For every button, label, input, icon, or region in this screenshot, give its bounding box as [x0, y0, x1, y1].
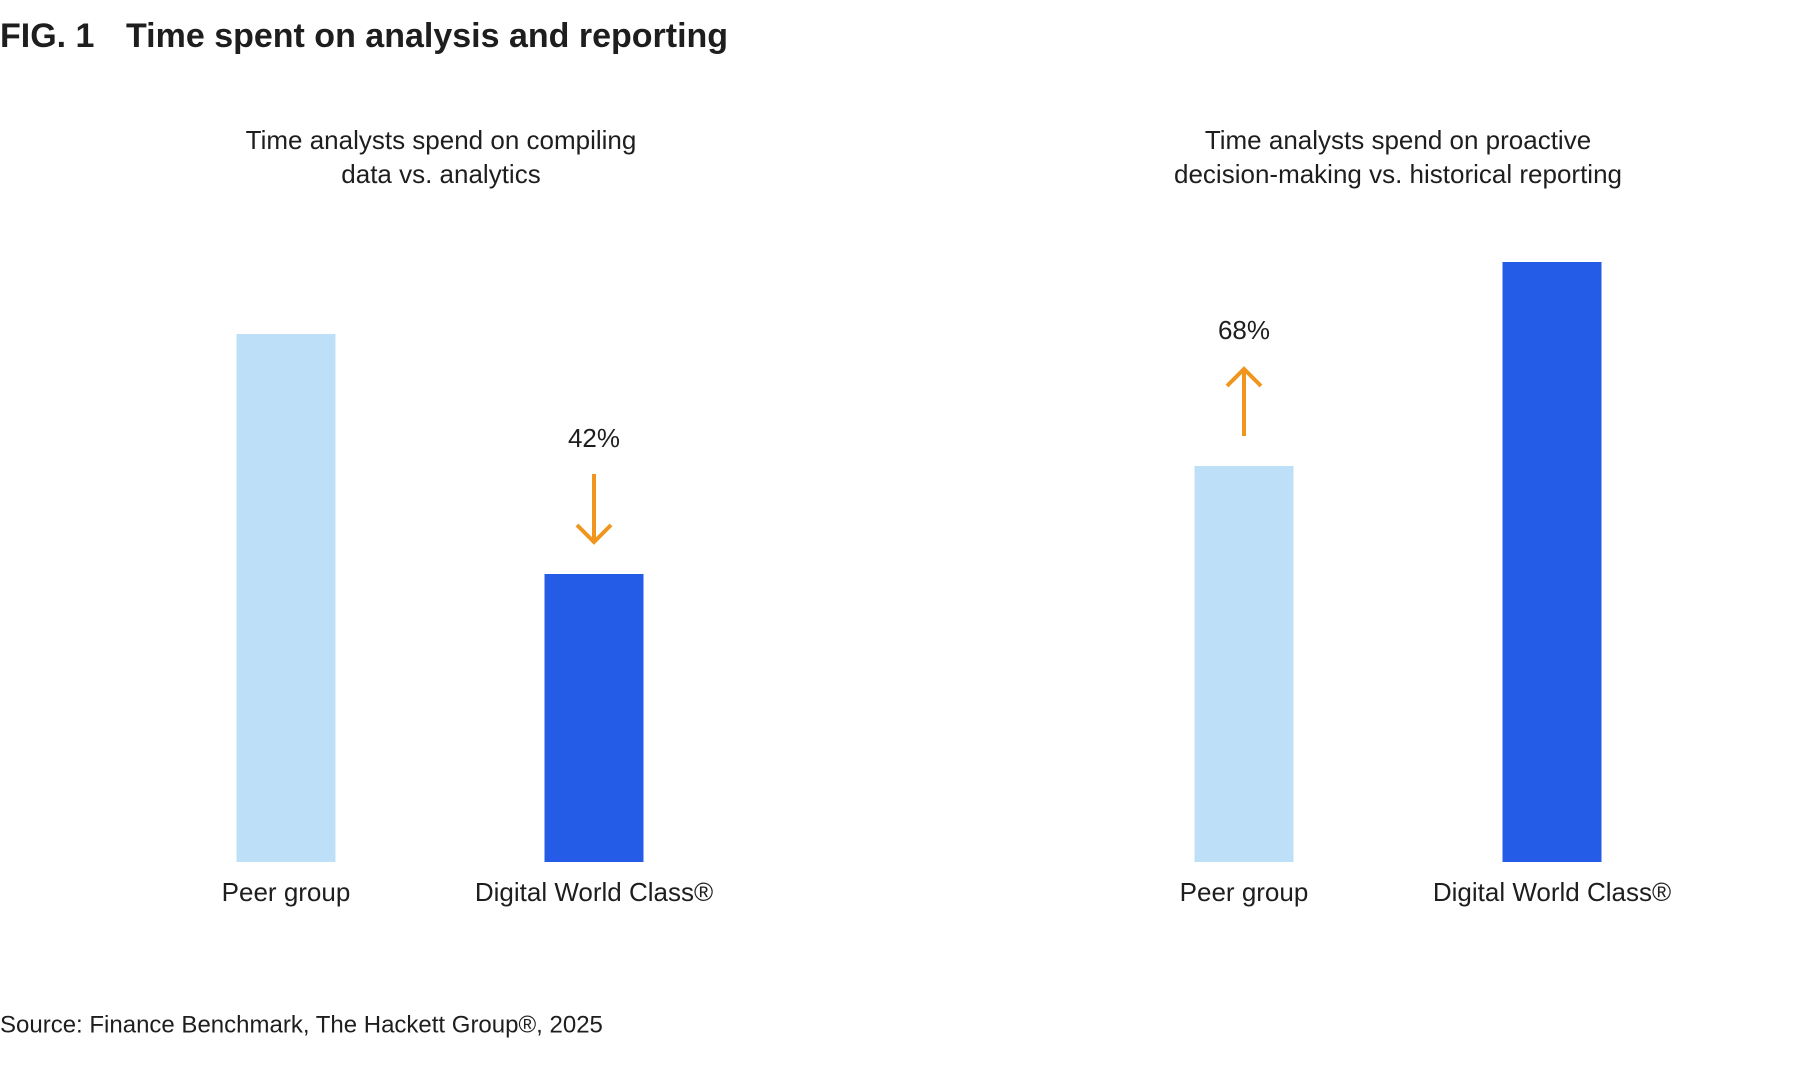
figure-title: Time spent on analysis and reporting	[126, 17, 728, 55]
bar	[236, 334, 336, 862]
category-label: Digital World Class®	[475, 877, 713, 907]
bar	[1194, 466, 1294, 862]
category-label: Digital World Class®	[1433, 877, 1671, 907]
chart-subtitle: Time analysts spend on proactive	[1205, 125, 1591, 155]
chart-subtitle: decision-making vs. historical reporting	[1174, 159, 1622, 189]
annotation: 68%	[1218, 315, 1270, 345]
arrow	[1225, 366, 1263, 436]
arrow	[575, 474, 613, 545]
bar	[544, 574, 644, 862]
bar	[1502, 262, 1602, 862]
chart-subtitle: data vs. analytics	[341, 159, 540, 189]
annotation: 42%	[568, 423, 620, 453]
source: Source: Finance Benchmark, The Hackett G…	[0, 1011, 603, 1038]
figure-label: FIG. 1	[0, 17, 94, 55]
category-label: Peer group	[222, 877, 351, 907]
category-label: Peer group	[1180, 877, 1309, 907]
chart-subtitle: Time analysts spend on compiling	[246, 125, 637, 155]
